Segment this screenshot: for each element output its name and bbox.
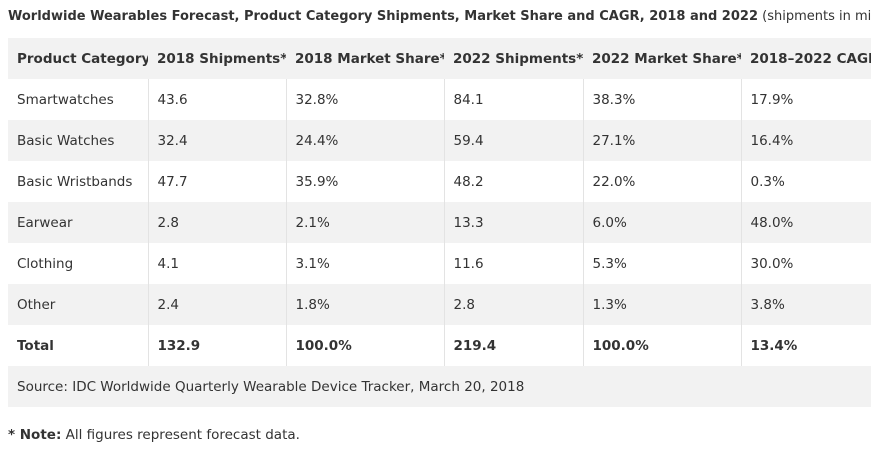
total-2018-shipments: 132.9 (147, 325, 286, 366)
cell-cagr: 30.0% (740, 243, 871, 284)
cell-cagr: 0.3% (740, 161, 871, 202)
footnote-label: * Note: (8, 427, 62, 443)
total-2022-shipments: 219.4 (443, 325, 583, 366)
cell-category: Clothing (8, 243, 148, 284)
cell-2018-shipments: 43.6 (147, 79, 286, 120)
header-product-category: Product Category (8, 38, 148, 79)
table-row: Smartwatches 43.6 32.8% 84.1 38.3% 17.9% (8, 79, 871, 120)
total-label: Total (8, 325, 148, 366)
cell-category: Other (8, 284, 148, 325)
cell-cagr: 17.9% (740, 79, 871, 120)
wearables-forecast-table: Product Category 2018 Shipments* 2018 Ma… (8, 38, 871, 407)
cell-2018-shipments: 4.1 (147, 243, 286, 284)
cell-2018-shipments: 32.4 (147, 120, 286, 161)
total-2022-market-share: 100.0% (582, 325, 741, 366)
cell-2022-market-share: 38.3% (582, 79, 741, 120)
total-cagr: 13.4% (740, 325, 871, 366)
cell-2018-market-share: 24.4% (285, 120, 444, 161)
table-header-row: Product Category 2018 Shipments* 2018 Ma… (8, 38, 871, 79)
cell-2022-shipments: 13.3 (443, 202, 583, 243)
cell-2018-market-share: 2.1% (285, 202, 444, 243)
cell-2022-shipments: 48.2 (443, 161, 583, 202)
cell-2022-market-share: 22.0% (582, 161, 741, 202)
table-subtitle: (shipments in millions) (762, 9, 871, 24)
total-2018-market-share: 100.0% (285, 325, 444, 366)
cell-cagr: 16.4% (740, 120, 871, 161)
table-row: Basic Wristbands 47.7 35.9% 48.2 22.0% 0… (8, 161, 871, 202)
table-caption: Worldwide Wearables Forecast, Product Ca… (8, 9, 871, 24)
table-row: Basic Watches 32.4 24.4% 59.4 27.1% 16.4… (8, 120, 871, 161)
table-row: Earwear 2.8 2.1% 13.3 6.0% 48.0% (8, 202, 871, 243)
footnote: * Note: All figures represent forecast d… (8, 427, 300, 443)
cell-category: Smartwatches (8, 79, 148, 120)
cell-2022-shipments: 11.6 (443, 243, 583, 284)
table-row: Other 2.4 1.8% 2.8 1.3% 3.8% (8, 284, 871, 325)
cell-2022-market-share: 1.3% (582, 284, 741, 325)
cell-2018-shipments: 2.8 (147, 202, 286, 243)
cell-2022-shipments: 59.4 (443, 120, 583, 161)
cell-2018-market-share: 3.1% (285, 243, 444, 284)
cell-cagr: 48.0% (740, 202, 871, 243)
cell-category: Basic Watches (8, 120, 148, 161)
header-2022-shipments: 2022 Shipments* (444, 38, 583, 79)
table-title: Worldwide Wearables Forecast, Product Ca… (8, 9, 758, 24)
cell-category: Earwear (8, 202, 148, 243)
cell-2018-shipments: 2.4 (147, 284, 286, 325)
cell-2022-shipments: 2.8 (443, 284, 583, 325)
cell-2022-shipments: 84.1 (443, 79, 583, 120)
header-2022-market-share: 2022 Market Share* (583, 38, 741, 79)
table-row: Clothing 4.1 3.1% 11.6 5.3% 30.0% (8, 243, 871, 284)
cell-cagr: 3.8% (740, 284, 871, 325)
table-source-row: Source: IDC Worldwide Quarterly Wearable… (8, 366, 871, 407)
table-total-row: Total 132.9 100.0% 219.4 100.0% 13.4% (8, 325, 871, 366)
footnote-text: All figures represent forecast data. (65, 427, 300, 443)
source-note: Source: IDC Worldwide Quarterly Wearable… (8, 366, 871, 407)
cell-2022-market-share: 5.3% (582, 243, 741, 284)
cell-2022-market-share: 6.0% (582, 202, 741, 243)
header-2018-shipments: 2018 Shipments* (148, 38, 286, 79)
header-cagr: 2018–2022 CAGR (741, 38, 871, 79)
cell-2018-market-share: 1.8% (285, 284, 444, 325)
cell-2018-shipments: 47.7 (147, 161, 286, 202)
cell-2022-market-share: 27.1% (582, 120, 741, 161)
header-2018-market-share: 2018 Market Share* (286, 38, 444, 79)
cell-2018-market-share: 32.8% (285, 79, 444, 120)
cell-category: Basic Wristbands (8, 161, 148, 202)
cell-2018-market-share: 35.9% (285, 161, 444, 202)
